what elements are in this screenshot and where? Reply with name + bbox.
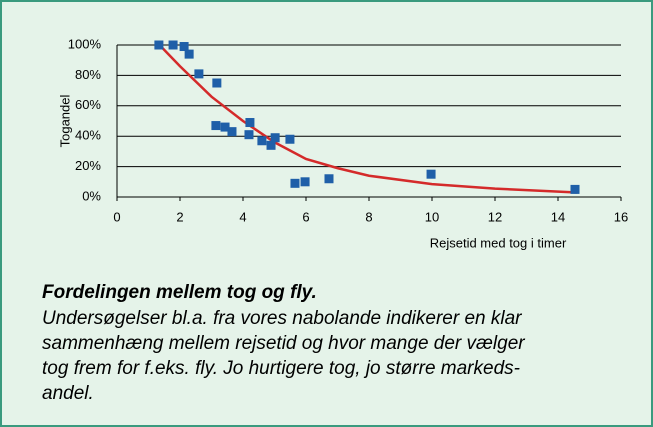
- point: [270, 133, 280, 143]
- caption-line: tog frem for f.eks. fly. Jo hurtigere to…: [42, 358, 520, 379]
- x-tick-label: 12: [488, 209, 502, 224]
- caption-line: Undersøgelser bl.a. fra vores nabolande …: [42, 308, 522, 329]
- y-tick-label: 0%: [82, 188, 101, 203]
- point: [179, 42, 189, 52]
- point: [324, 174, 334, 184]
- point: [220, 122, 230, 132]
- x-tick-label: 14: [551, 209, 565, 224]
- point: [212, 78, 222, 88]
- y-tick-label: 100%: [68, 36, 102, 51]
- point: [184, 49, 194, 59]
- caption-line: sammenhæng mellem rejsetid og hvor mange…: [42, 333, 525, 354]
- point: [211, 121, 221, 131]
- x-axis-label: Rejsetid med tog i timer: [430, 235, 567, 250]
- x-tick-label: 10: [425, 209, 439, 224]
- y-tick-label: 80%: [75, 67, 101, 82]
- x-tick-label: 8: [365, 209, 372, 224]
- x-tick-label: 4: [239, 209, 246, 224]
- y-tick-label: 40%: [75, 128, 101, 143]
- point: [426, 169, 436, 179]
- point: [300, 177, 310, 187]
- trend-line: [158, 44, 577, 194]
- point: [227, 127, 237, 137]
- point: [154, 40, 164, 50]
- x-tick-label: 2: [176, 209, 183, 224]
- point: [570, 184, 580, 194]
- x-tick-label: 0: [113, 209, 120, 224]
- y-tick-label: 20%: [75, 158, 101, 173]
- y-tick-label: 60%: [75, 97, 101, 112]
- point: [290, 178, 300, 188]
- point: [245, 118, 255, 128]
- point: [244, 130, 254, 140]
- point: [285, 134, 295, 144]
- point: [257, 136, 267, 146]
- point: [266, 140, 276, 150]
- x-tick-label: 16: [614, 209, 628, 224]
- point: [194, 69, 204, 79]
- caption-title: Fordelingen mellem tog og fly.: [42, 282, 317, 303]
- caption-line: andel.: [42, 383, 94, 404]
- point: [168, 40, 178, 50]
- y-axis-label: Togandel: [57, 95, 72, 148]
- x-tick-label: 6: [302, 209, 309, 224]
